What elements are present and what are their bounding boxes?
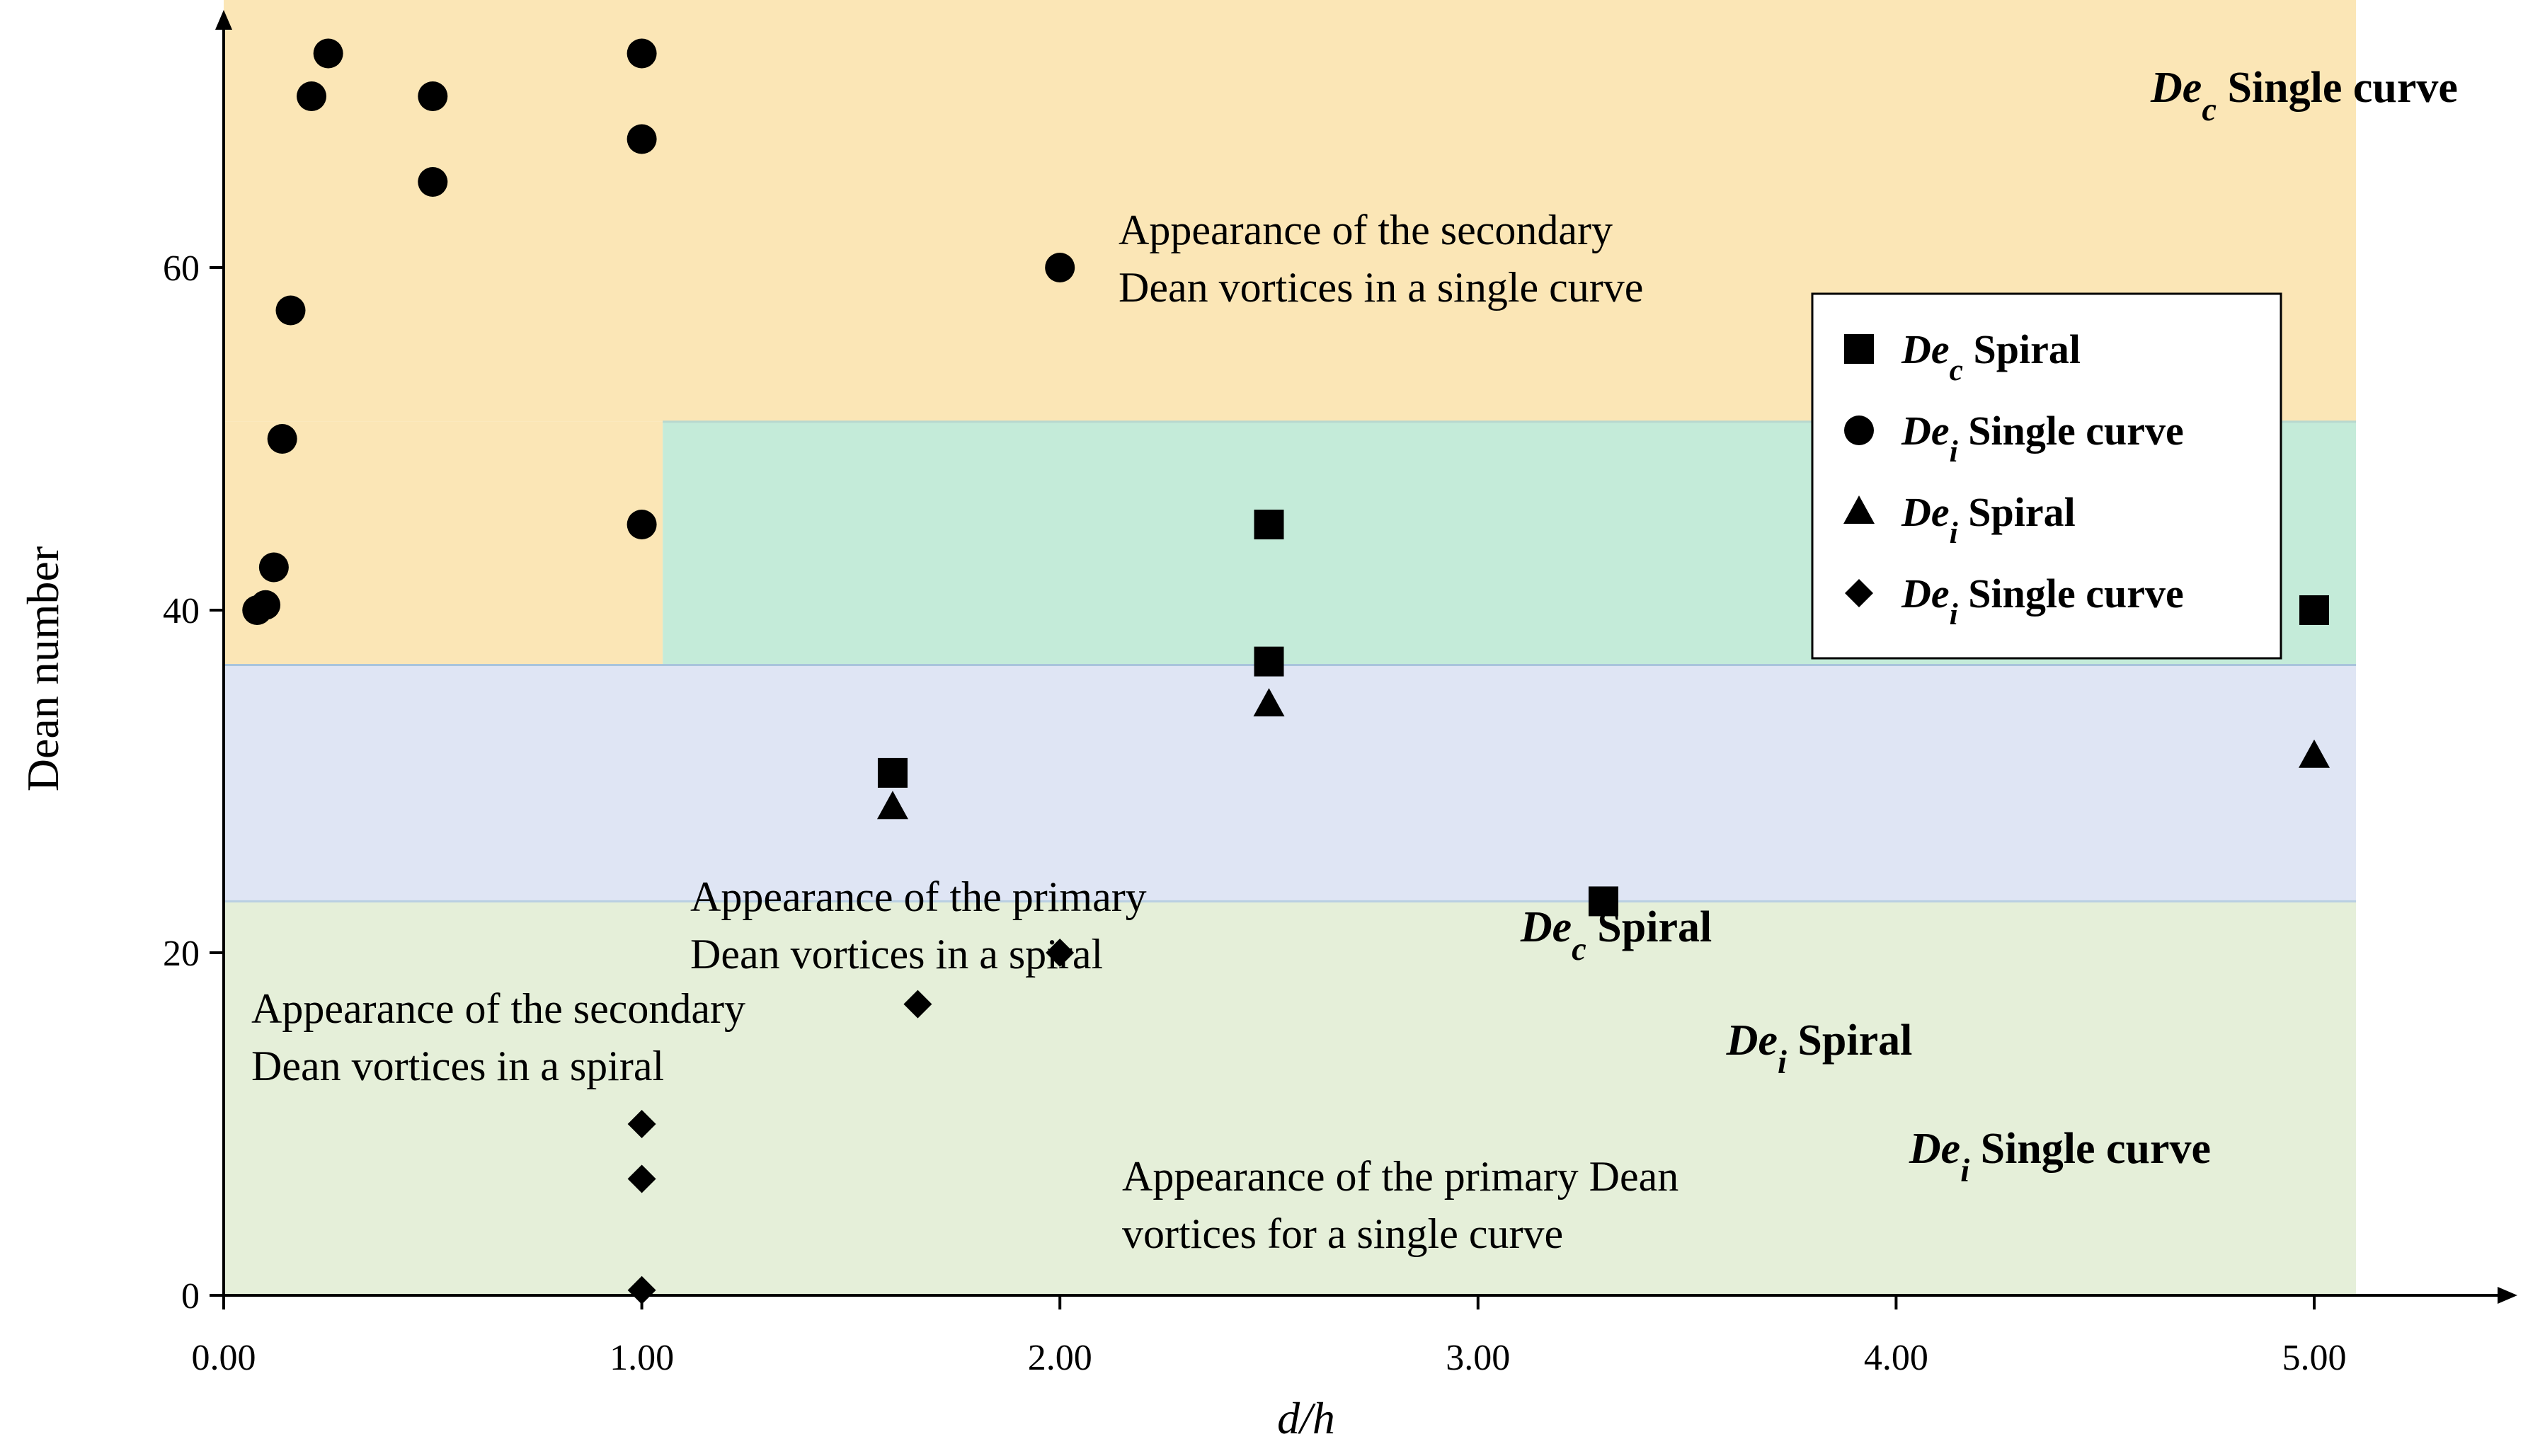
legend: Dec Spiral Dei Single curve Dei Spiral Dei … bbox=[1811, 292, 2282, 660]
legend-entry-label: Dec Spiral bbox=[1901, 326, 2081, 387]
legend-box bbox=[1811, 292, 2282, 660]
axes-layer: 0.001.002.003.004.005.000204060801001201… bbox=[18, 10, 2517, 1443]
data-point-triangle bbox=[2299, 739, 2330, 768]
data-point-circle bbox=[418, 81, 448, 111]
data-point-circle bbox=[313, 38, 343, 69]
data-point-triangle bbox=[876, 791, 908, 820]
x-tick-label: 0.00 bbox=[192, 1338, 256, 1378]
points-layer bbox=[242, 38, 2330, 1305]
data-point-circle bbox=[1045, 253, 1075, 282]
x-axis-arrow bbox=[2498, 1287, 2517, 1304]
region-label-dec-single-curve: Dec Single curve bbox=[2150, 64, 2458, 128]
annot-primary-single-curve: Appearance of the primary Dean vortices f… bbox=[1122, 1153, 1678, 1257]
x-tick-label: 2.00 bbox=[1028, 1338, 1092, 1378]
region-dei-single-curve bbox=[224, 901, 2357, 1295]
x-tick-label: 5.00 bbox=[2282, 1338, 2347, 1378]
data-point-circle bbox=[258, 552, 289, 583]
x-tick-label: 4.00 bbox=[1864, 1338, 1928, 1378]
x-tick-label: 1.00 bbox=[610, 1338, 674, 1378]
annot-secondary-spiral: Appearance of the secondary Dean vortices… bbox=[251, 985, 745, 1089]
legend-entry-label: Dei Single curve bbox=[1901, 571, 2184, 631]
y-axis-label: Dean number bbox=[18, 546, 68, 792]
data-point-square bbox=[877, 757, 908, 788]
data-point-circle bbox=[627, 510, 657, 539]
data-point-diamond bbox=[627, 1110, 656, 1138]
data-point-circle bbox=[627, 38, 657, 69]
data-point-diamond bbox=[1046, 939, 1075, 967]
data-point-square bbox=[1588, 886, 1618, 917]
region-label-dei-spiral: Dei Spiral bbox=[1726, 1016, 1913, 1081]
region-dec-single-curve-left bbox=[224, 421, 663, 665]
region-dei-spiral bbox=[224, 665, 2357, 902]
regions-layer: Dec Single curve Dec Spiral Dei Spiral Dei … bbox=[224, 0, 2458, 1295]
y-tick-label: 40 bbox=[163, 591, 200, 631]
annot-primary-spiral: Appearance of the primary Dean vortices i… bbox=[690, 873, 1147, 978]
legend-entry-label: Dei Spiral bbox=[1901, 489, 2076, 550]
data-point-circle bbox=[627, 124, 657, 154]
data-point-square bbox=[2299, 595, 2329, 625]
data-point-circle bbox=[297, 81, 327, 111]
data-point-diamond bbox=[627, 1276, 656, 1305]
y-tick-label: 20 bbox=[163, 934, 200, 974]
y-tick-label: 60 bbox=[163, 248, 200, 289]
x-tick-label: 3.00 bbox=[1446, 1338, 1510, 1378]
y-axis-arrow bbox=[215, 10, 232, 30]
legend-marker-circle bbox=[1844, 415, 1874, 445]
y-tick-label: 0 bbox=[181, 1276, 200, 1317]
data-point-circle bbox=[267, 424, 297, 454]
data-point-diamond bbox=[627, 1164, 656, 1193]
data-point-square bbox=[1254, 510, 1284, 539]
data-point-triangle bbox=[1253, 688, 1285, 717]
x-axis-label: d/h bbox=[1277, 1393, 1335, 1443]
legend-entry-label: Dei Single curve bbox=[1901, 408, 2184, 469]
data-point-circle bbox=[418, 167, 448, 197]
annotations-layer: Appearance of the secondary Dean vortices… bbox=[251, 207, 1678, 1257]
data-point-circle bbox=[251, 590, 281, 620]
data-point-diamond bbox=[903, 990, 932, 1019]
annot-secondary-single-curve: Appearance of the secondary Dean vortices… bbox=[1119, 207, 1643, 311]
region-label-dei-single-curve: Dei Single curve bbox=[1909, 1125, 2211, 1189]
legend-marker-square bbox=[1844, 334, 1874, 364]
data-point-square bbox=[1254, 646, 1284, 677]
data-point-circle bbox=[275, 295, 306, 326]
legend-marker-diamond bbox=[1845, 579, 1873, 607]
legend-marker-triangle bbox=[1843, 495, 1875, 524]
